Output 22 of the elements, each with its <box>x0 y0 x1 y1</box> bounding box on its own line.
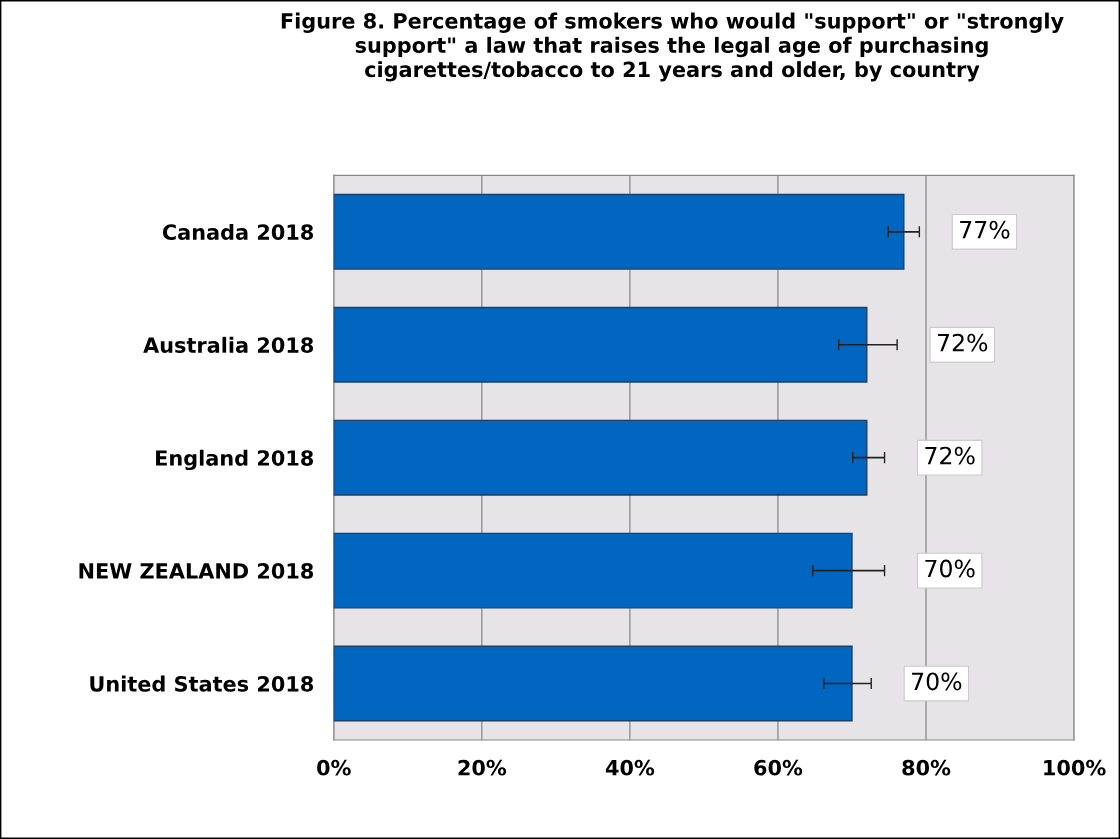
bar <box>333 419 868 496</box>
data-label: 72% <box>925 446 975 465</box>
x-tick-label: 0% <box>317 759 351 776</box>
y-tick-label: Australia 2018 <box>143 336 314 353</box>
data-label: 70% <box>925 559 975 578</box>
x-tick-label: 20% <box>458 759 507 776</box>
x-tick-label: 40% <box>605 759 655 776</box>
bar <box>333 306 868 383</box>
y-tick-label: Canada 2018 <box>162 223 314 241</box>
bar <box>333 532 853 609</box>
x-tick-label: 80% <box>902 759 951 776</box>
y-tick-label: England 2018 <box>156 449 314 471</box>
x-tick-label: 100% <box>1044 759 1106 776</box>
data-label: 72% <box>937 333 988 352</box>
data-label: 77% <box>960 220 1010 239</box>
bar <box>333 645 853 722</box>
x-tick-label: 60% <box>754 759 803 776</box>
chart-title: Figure 8. Percentage of smokers who would "support" or "strongly support" a law that raises the legal age of purchasing cigarettes/tobacco to 21 years and older, by country <box>281 12 1064 82</box>
y-tick-label: NEW ZEALAND 2018 <box>79 563 314 579</box>
data-label: 70% <box>912 672 962 691</box>
y-tick-label: United States 2018 <box>90 675 314 692</box>
bar <box>333 193 905 270</box>
